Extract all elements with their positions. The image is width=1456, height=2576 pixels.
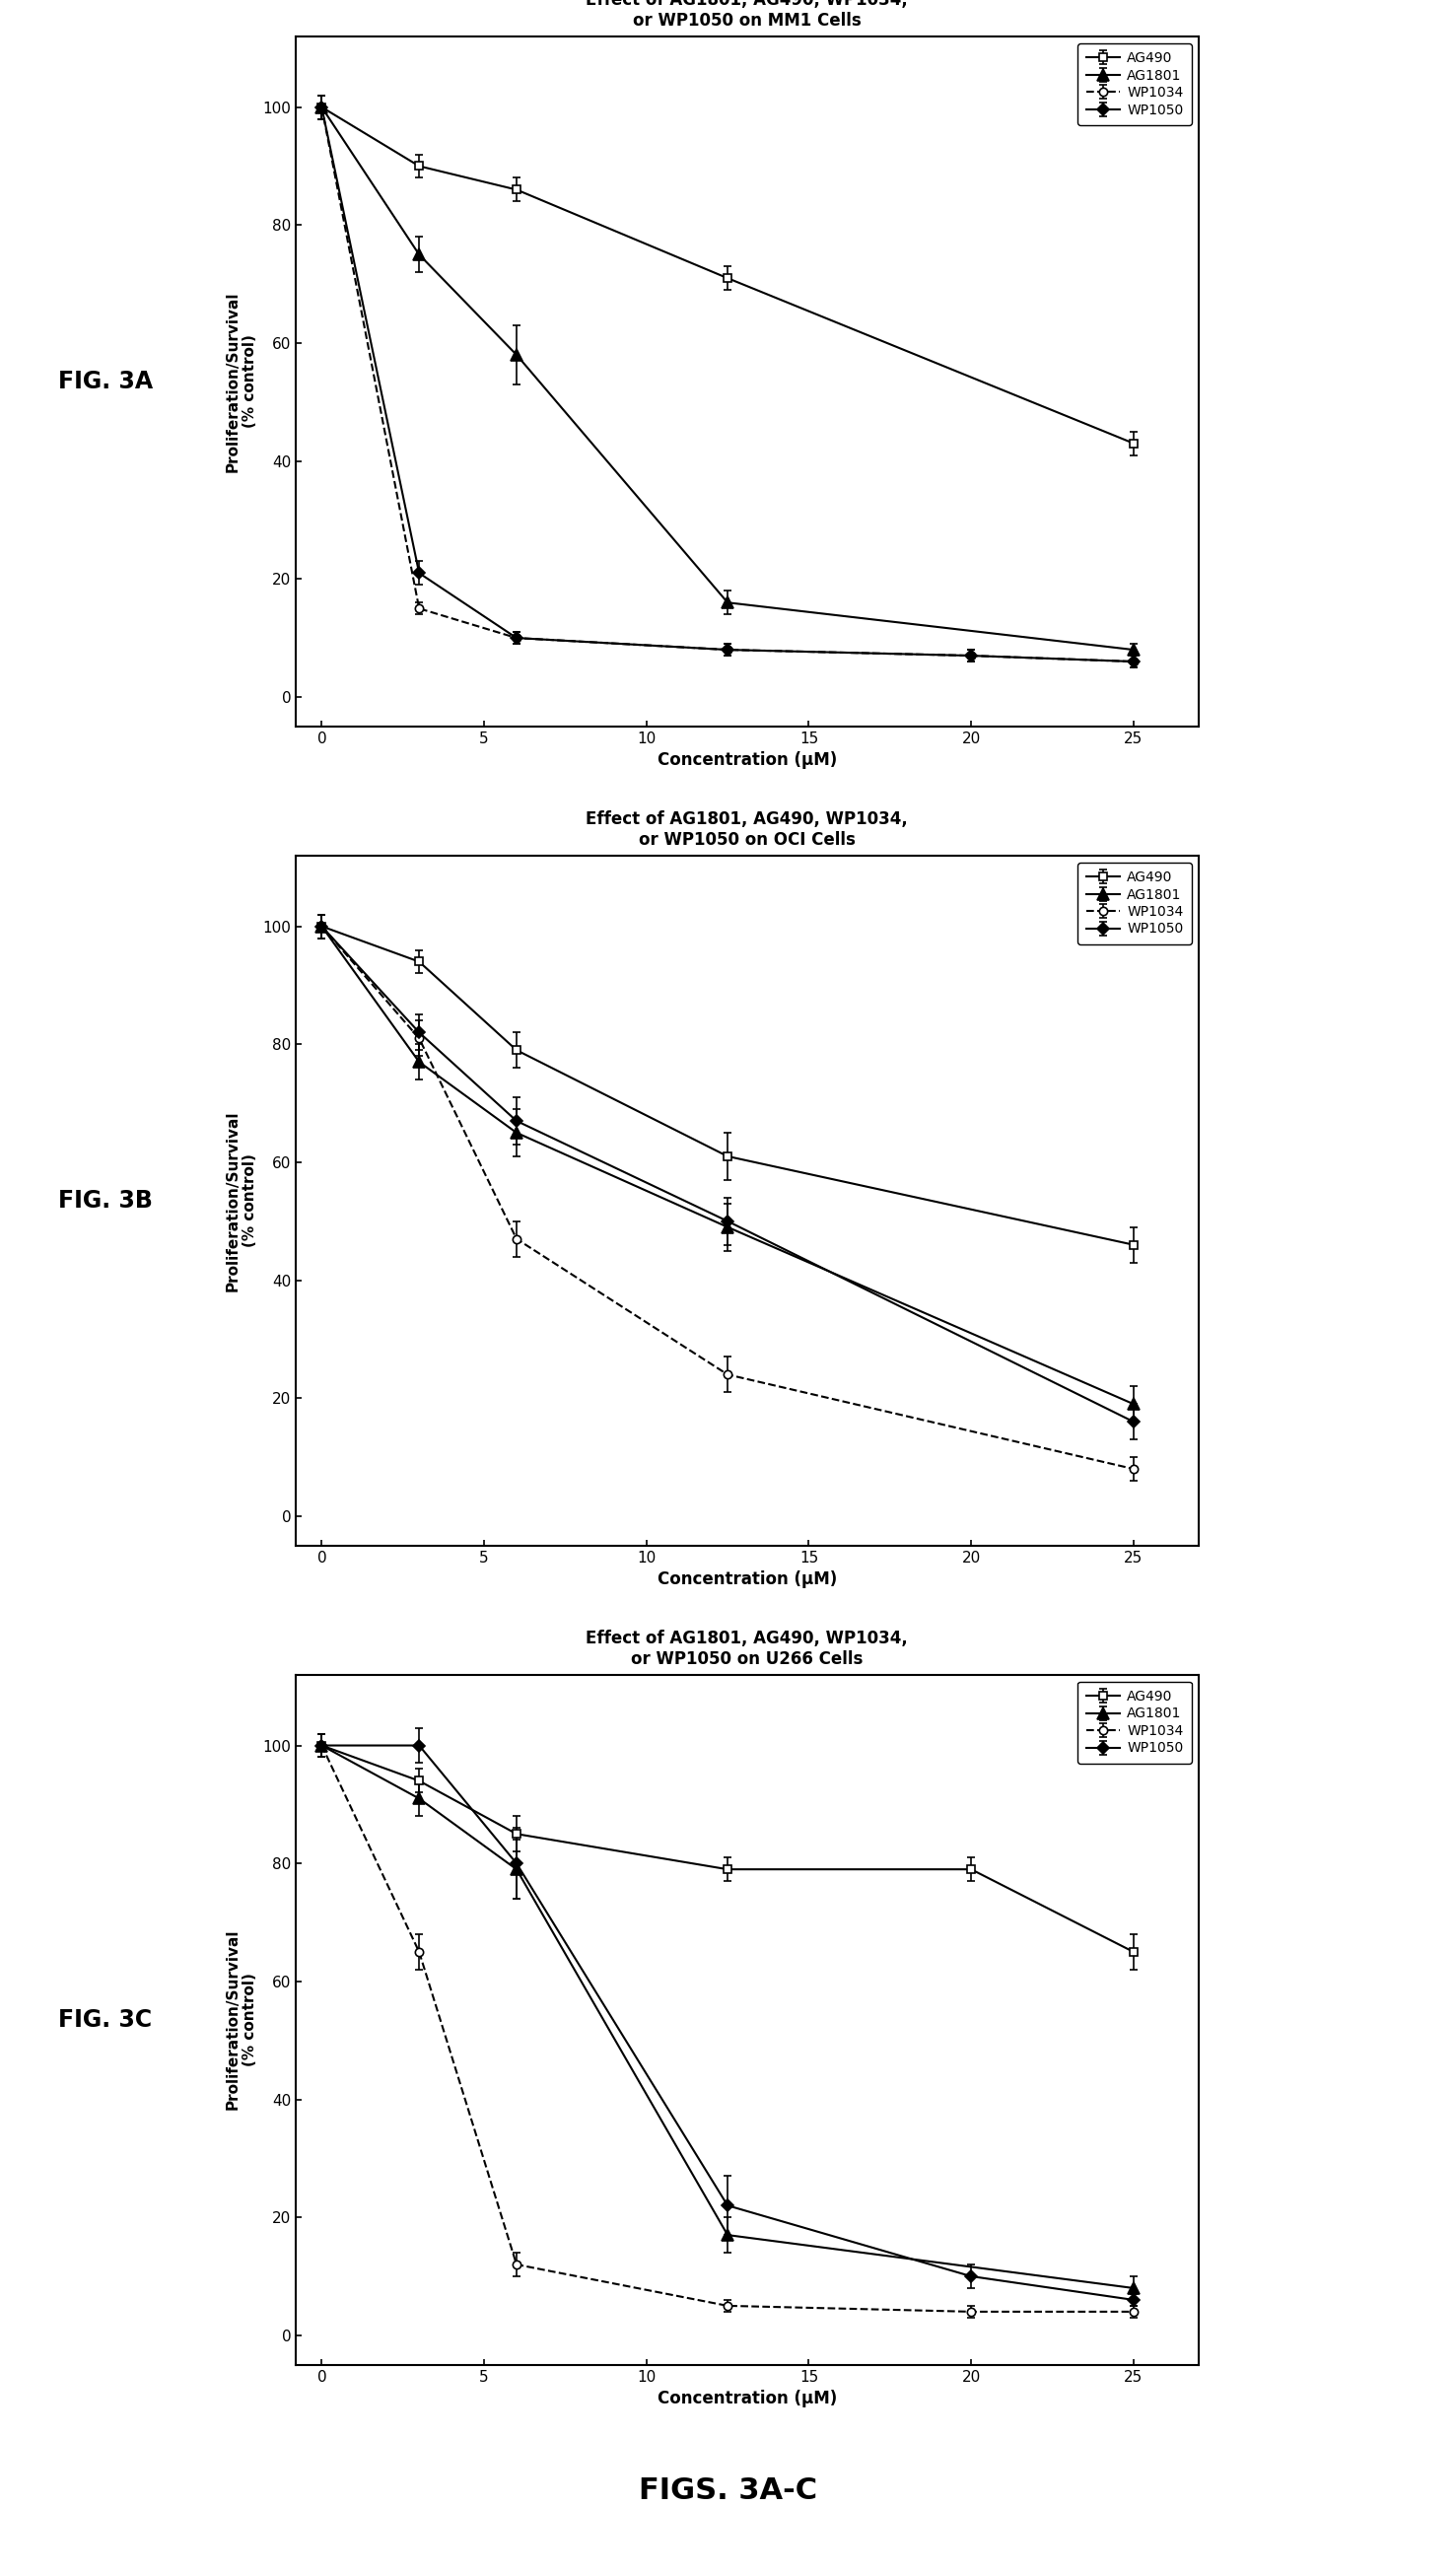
- Text: FIG. 3C: FIG. 3C: [58, 2007, 151, 2032]
- Title: Effect of AG1801, AG490, WP1034,
or WP1050 on OCI Cells: Effect of AG1801, AG490, WP1034, or WP10…: [587, 811, 909, 848]
- X-axis label: Concentration (μM): Concentration (μM): [657, 752, 837, 770]
- Legend: AG490, AG1801, WP1034, WP1050: AG490, AG1801, WP1034, WP1050: [1077, 1682, 1191, 1765]
- Y-axis label: Proliferation/Survival
(% control): Proliferation/Survival (% control): [226, 1110, 258, 1291]
- Legend: AG490, AG1801, WP1034, WP1050: AG490, AG1801, WP1034, WP1050: [1077, 863, 1191, 945]
- Text: FIG. 3A: FIG. 3A: [58, 368, 153, 394]
- X-axis label: Concentration (μM): Concentration (μM): [657, 1571, 837, 1589]
- Title: Effect of AG1801, AG490, WP1034,
or WP1050 on U266 Cells: Effect of AG1801, AG490, WP1034, or WP10…: [587, 1631, 909, 1667]
- X-axis label: Concentration (μM): Concentration (μM): [657, 2391, 837, 2409]
- Legend: AG490, AG1801, WP1034, WP1050: AG490, AG1801, WP1034, WP1050: [1077, 44, 1191, 126]
- Text: FIGS. 3A-C: FIGS. 3A-C: [639, 2476, 817, 2506]
- Y-axis label: Proliferation/Survival
(% control): Proliferation/Survival (% control): [226, 1929, 258, 2110]
- Y-axis label: Proliferation/Survival
(% control): Proliferation/Survival (% control): [226, 291, 258, 471]
- Text: FIG. 3B: FIG. 3B: [58, 1188, 153, 1213]
- Title: Effect of AG1801, AG490, WP1034,
or WP1050 on MM1 Cells: Effect of AG1801, AG490, WP1034, or WP10…: [587, 0, 909, 28]
